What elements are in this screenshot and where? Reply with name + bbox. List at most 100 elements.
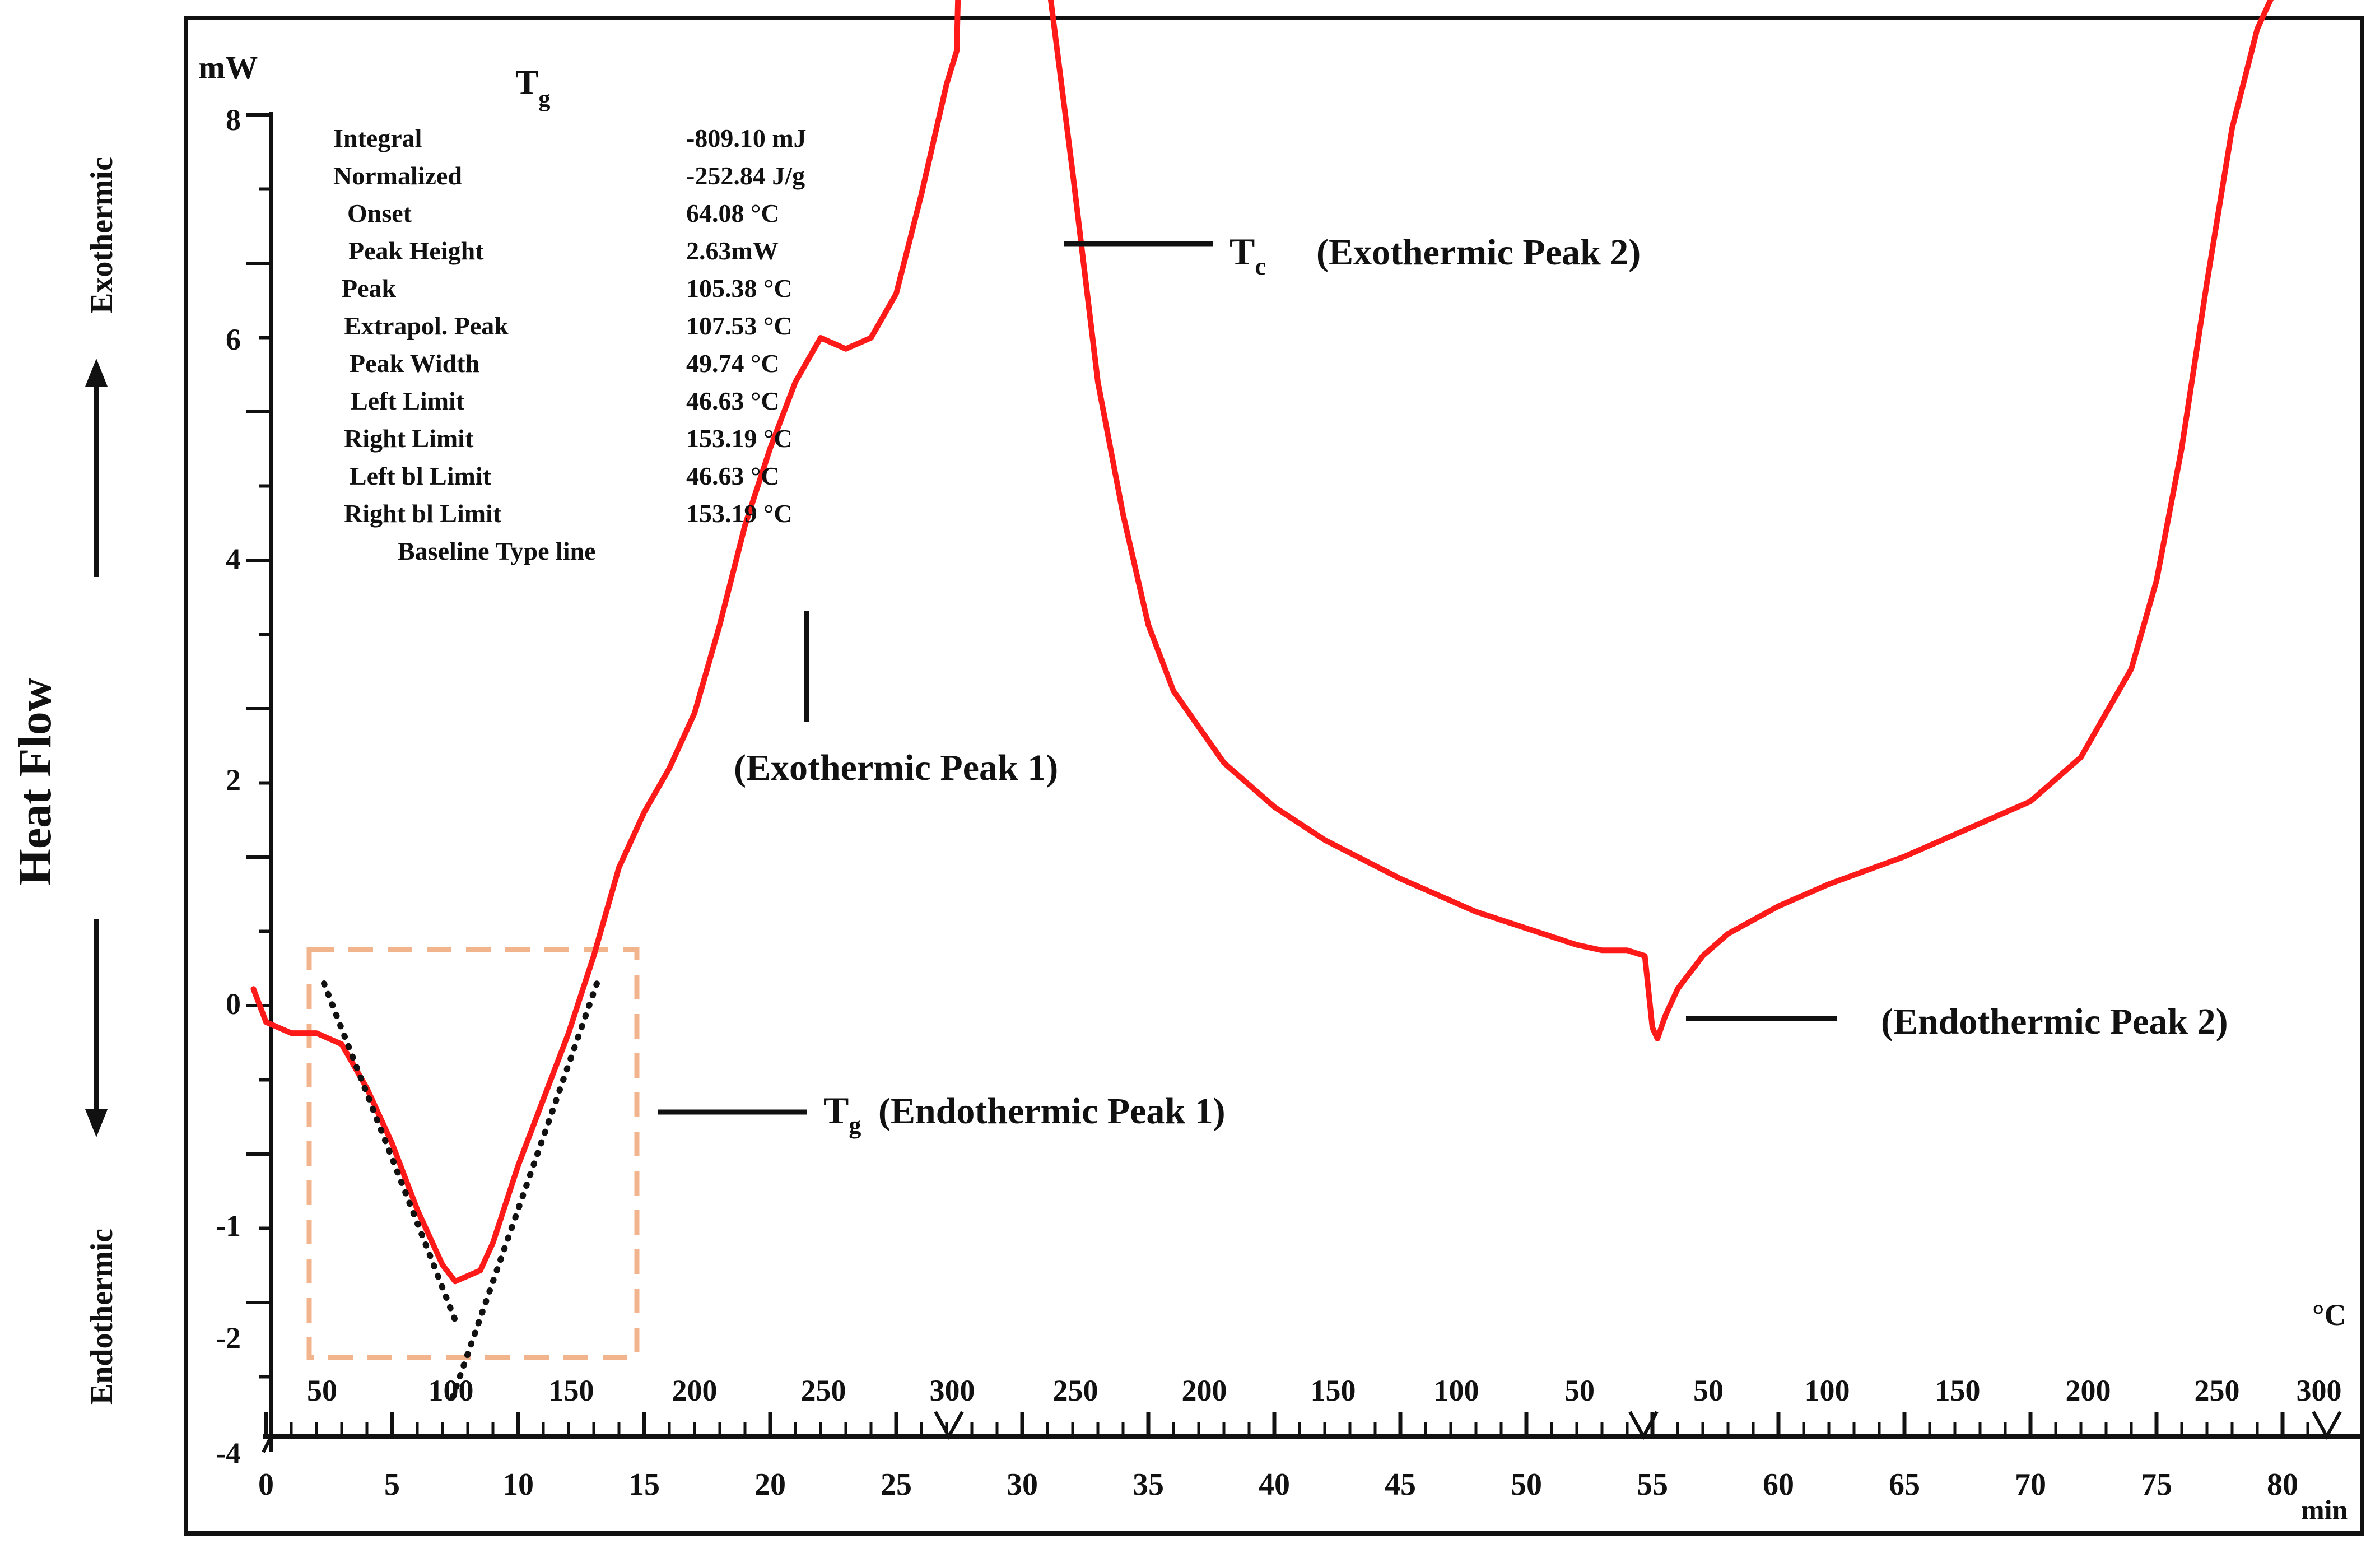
info-label: Peak Width [350, 349, 479, 378]
plot-frame [184, 16, 2364, 1536]
time-tick-label: 15 [628, 1467, 660, 1502]
time-tick-label: 35 [1133, 1467, 1164, 1502]
temperature-tick-label: 50 [1693, 1374, 1724, 1407]
temperature-tick-label: 50 [307, 1374, 337, 1407]
y-tick-label: 2 [226, 763, 241, 797]
info-label: Normalized [333, 161, 462, 190]
exothermic-label: Exothermic [85, 157, 119, 314]
tg-subscript: g [849, 1112, 861, 1139]
info-value: -809.10 mJ [686, 124, 807, 152]
temperature-tick-label: 150 [1311, 1374, 1356, 1407]
temperature-tick-label: 100 [429, 1374, 474, 1407]
time-tick-label: 25 [881, 1467, 912, 1502]
segment-marker-2 [1628, 1411, 1659, 1440]
y-unit-label: mW [198, 49, 258, 86]
temperature-tick-label: 200 [2066, 1374, 2111, 1407]
tangent-line-2 [449, 975, 602, 1401]
info-value: -252.84 J/g [686, 161, 805, 190]
y-tick-label: -4 [216, 1436, 241, 1470]
info-label: Peak [342, 274, 397, 303]
tc-label: Tc [1229, 230, 1266, 280]
temperature-tick-labels: 50 100 150 200 250 300 250 200 150 100 50 50 100 150 2… [307, 1374, 2342, 1407]
time-tick-label: 10 [502, 1467, 534, 1502]
exo-peak1-label: (Exothermic Peak 1) [734, 747, 1058, 788]
y-ticks [246, 113, 271, 1379]
endo-arrow-head [85, 1109, 108, 1137]
temp-unit-label: °C [2312, 1298, 2346, 1332]
info-table: Integral -809.10 mJ Normalized -252.84 J/g O… [333, 124, 807, 565]
time-tick-label: 80 [2267, 1467, 2298, 1502]
temperature-tick-label: 250 [1053, 1374, 1098, 1407]
temperature-tick-label: 250 [801, 1374, 846, 1407]
info-label: Right bl Limit [344, 499, 502, 528]
info-value: 64.08 °C [686, 199, 780, 227]
info-value: 46.63 °C [686, 387, 780, 415]
segment-marker-3 [2312, 1411, 2342, 1440]
tg-heading: Tg [515, 64, 550, 112]
info-value: 153.19 °C [686, 499, 793, 528]
time-axis-arrow [262, 1435, 273, 1453]
temperature-tick-label: 100 [1434, 1374, 1479, 1407]
time-tick-label: 60 [1763, 1467, 1794, 1502]
temperature-tick-label: 200 [1182, 1374, 1227, 1407]
time-tick-label: 20 [754, 1467, 786, 1502]
tc-description: (Exothermic Peak 2) [1316, 232, 1641, 273]
y-tick-label: 6 [226, 323, 241, 356]
series-group [250, 0, 2274, 1401]
tg-label: Tg [823, 1089, 861, 1139]
time-tick-label: 5 [384, 1467, 400, 1502]
time-unit-label: min [2301, 1494, 2348, 1526]
info-label: Integral [333, 124, 422, 152]
tg-highlight-box [306, 947, 640, 1360]
info-label: Left bl Limit [350, 462, 492, 490]
info-label: Left Limit [351, 387, 465, 415]
temperature-tick-label: 300 [930, 1374, 975, 1407]
time-tick-label: 40 [1259, 1467, 1290, 1502]
info-label: Right Limit [344, 424, 474, 453]
tg-description: (Endothermic Peak 1) [878, 1091, 1226, 1132]
info-label: Onset [347, 199, 412, 227]
time-tick-label: 45 [1385, 1467, 1416, 1502]
temperature-tick-label: 150 [549, 1374, 594, 1407]
info-value: 105.38 °C [686, 274, 793, 303]
info-value: 107.53 °C [686, 311, 793, 340]
info-value: 153.19 °C [686, 424, 793, 453]
time-ticks [264, 1412, 2309, 1436]
y-tick-label: 0 [226, 987, 241, 1021]
tg-letter: T [823, 1089, 849, 1132]
segment-marker-1 [934, 1411, 964, 1440]
info-label: Peak Height [348, 236, 484, 265]
temperature-tick-label: 100 [1805, 1374, 1850, 1407]
y-axis-title: Heat Flow [9, 677, 61, 885]
temperature-tick-label: 300 [2297, 1374, 2342, 1407]
tangent-line-1 [321, 980, 458, 1323]
time-tick-label: 55 [1637, 1467, 1668, 1502]
exo-arrow-head [85, 359, 108, 387]
endothermic-label: Endothermic [85, 1229, 119, 1405]
time-tick-labels: 0 5 10 15 20 25 30 35 40 45 50 55 60 65 70 75 80 [258, 1467, 2298, 1502]
temperature-tick-label: 150 [1935, 1374, 1981, 1407]
tc-subscript: c [1255, 253, 1266, 280]
y-tick-label: -1 [216, 1209, 241, 1243]
time-tick-label: 30 [1007, 1467, 1038, 1502]
segment-markers [934, 1411, 2342, 1440]
temperature-tick-label: 50 [1564, 1374, 1595, 1407]
y-tick-label: 8 [226, 103, 241, 137]
temperature-tick-label: 200 [672, 1374, 718, 1407]
time-tick-label: 75 [2141, 1467, 2172, 1502]
time-tick-label: 65 [1889, 1467, 1920, 1502]
tg-heading-letter: T [515, 64, 538, 102]
info-value: 46.63 °C [686, 462, 780, 490]
endo-peak2-label: (Endothermic Peak 2) [1881, 1001, 2228, 1042]
info-label: Baseline Type line [398, 537, 596, 565]
heat-flow-curve [250, 0, 2274, 1285]
tc-letter: T [1229, 230, 1255, 273]
time-tick-label: 0 [258, 1467, 274, 1502]
time-tick-label: 50 [1511, 1467, 1542, 1502]
y-tick-label: 4 [226, 542, 241, 576]
info-label: Extrapol. Peak [344, 311, 509, 340]
y-tick-label: -2 [216, 1321, 241, 1355]
info-value: 49.74 °C [686, 349, 780, 378]
info-value: 2.63mW [686, 236, 779, 265]
